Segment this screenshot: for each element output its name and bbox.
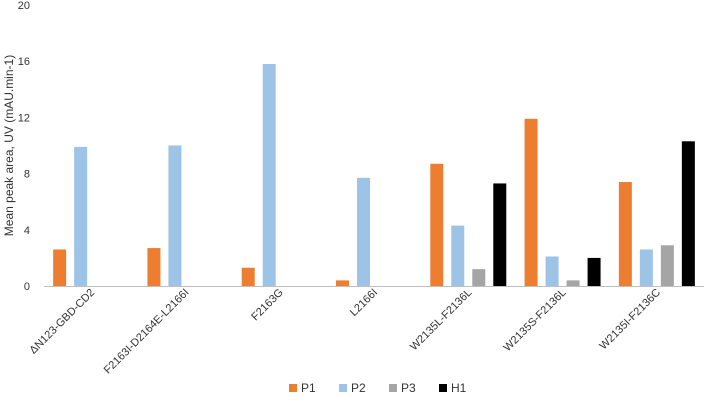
x-tick-label: W2135S-F2136L [501,287,568,354]
x-axis-ticks: ΔN123-GBD-CD2 F2163I-D2164E-L2166I F2163G L… [27,287,663,377]
bar-p2-6 [639,249,653,286]
y-tick-label: 0 [24,281,30,293]
bar-p1-4 [430,163,444,286]
bar-p1-1 [147,248,161,286]
bar-p2-1 [168,145,182,286]
bar-p2-2 [262,64,276,286]
y-tick-label: 20 [18,0,30,12]
y-tick-label: 8 [24,169,30,181]
legend-label-p3: P3 [401,381,416,395]
legend-swatch-p3 [389,384,397,392]
bar-p2-4 [451,225,465,286]
x-tick-label: F2163G [249,287,286,324]
bar-p3-4 [472,269,486,286]
legend-label-p2: P2 [351,381,366,395]
y-axis-ticks: 0 4 8 12 16 20 [18,0,30,293]
bars [53,64,695,287]
bar-p1-3 [336,280,349,286]
legend-swatch-h1 [439,384,447,392]
bar-h1-6 [681,141,695,286]
bar-p1-5 [524,118,538,287]
x-tick-label: W2135I-F2136C [597,287,663,353]
y-tick-label: 4 [24,225,30,237]
y-tick-label: 12 [18,112,30,124]
legend: P1 P2 P3 H1 [289,381,467,395]
bar-p1-0 [53,249,67,286]
x-tick-label: W2135L-F2136L [408,287,474,353]
bar-p3-5 [566,280,580,286]
bar-p2-3 [357,177,370,286]
bar-h1-4 [493,183,507,286]
bar-h1-5 [587,257,601,286]
y-tick-label: 16 [18,56,30,68]
x-tick-label: ΔN123-GBD-CD2 [27,287,97,357]
bar-p2-5 [545,256,559,286]
bar-p1-6 [618,182,632,286]
bar-p3-6 [660,245,674,286]
legend-label-h1: H1 [451,381,467,395]
legend-label-p1: P1 [301,381,316,395]
x-tick-label: L2166I [348,287,380,319]
bar-p2-0 [74,146,88,286]
x-tick-label: F2163I-D2164E-L2166I [102,287,192,377]
y-axis-title: Mean peak area, UV (mAU.min-1) [2,55,16,236]
bar-p1-2 [241,267,255,286]
legend-swatch-p2 [339,384,347,392]
legend-swatch-p1 [289,384,297,392]
